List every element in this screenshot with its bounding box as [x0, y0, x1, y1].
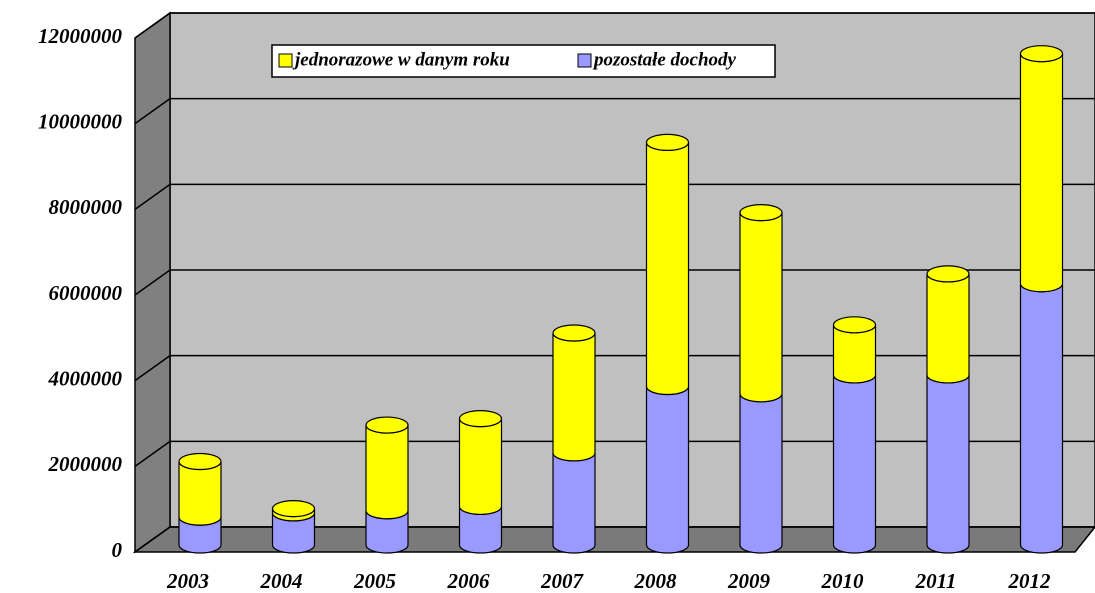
legend: jednorazowe w danym roku pozostałe docho… [271, 44, 776, 78]
bar [926, 374, 970, 554]
y-tick-label: 4000000 [48, 366, 123, 390]
bar [739, 212, 783, 403]
grid-line [134, 12, 171, 39]
grid-line [134, 98, 171, 125]
bar [178, 461, 222, 526]
bar-top [271, 499, 316, 518]
y-tick-label: 2000000 [48, 452, 123, 476]
bar [552, 332, 596, 462]
bar [458, 418, 503, 516]
legend-label: pozostałe dochody [592, 49, 737, 70]
bar [1019, 53, 1064, 293]
legend-label: jednorazowe w danym roku [292, 49, 510, 70]
x-tick-label: 2008 [634, 569, 678, 593]
bar-top [1019, 45, 1064, 63]
bar [645, 142, 690, 396]
legend-box [271, 44, 776, 78]
y-tick-label: 10000000 [38, 109, 123, 133]
bar-top [739, 204, 783, 222]
bar [552, 452, 596, 554]
y-tick-label: 12000000 [38, 24, 123, 48]
x-tick-label: 2005 [353, 569, 396, 593]
x-tick-label: 2012 [1008, 569, 1052, 593]
x-tick-label: 2006 [447, 569, 491, 593]
bar-top [645, 133, 690, 151]
x-tick-label: 2007 [540, 569, 585, 593]
bar [1019, 283, 1064, 554]
y-tick-label: 0 [112, 538, 123, 562]
x-tick-label: 2010 [821, 569, 865, 593]
bar-top [552, 324, 596, 342]
bar-top [832, 316, 877, 334]
legend-swatch [278, 53, 293, 68]
bar [926, 273, 970, 384]
bars [178, 45, 1064, 554]
legend-swatch [577, 53, 592, 68]
bar [365, 424, 409, 520]
x-tick-label: 2009 [727, 569, 771, 593]
bar-top [365, 416, 409, 434]
grid-line [134, 269, 171, 296]
y-tick-label: 8000000 [49, 195, 123, 219]
grid-line [134, 355, 171, 382]
bar [832, 374, 877, 554]
bar [645, 386, 690, 554]
bar-top [178, 452, 222, 471]
x-tick-label: 2011 [915, 569, 957, 593]
grid-line [134, 183, 171, 210]
bar-top [458, 410, 503, 428]
bar [739, 393, 783, 554]
labels: 0 2000000 4000000 6000000 8000000 10000000 120… [38, 24, 1051, 593]
grid-line [134, 440, 171, 467]
bar [832, 324, 877, 384]
x-tick-label: 2004 [260, 569, 303, 593]
x-tick-label: 2003 [166, 569, 209, 593]
bar-top [926, 265, 970, 283]
y-tick-label: 6000000 [49, 281, 123, 305]
grid-line [134, 526, 171, 553]
